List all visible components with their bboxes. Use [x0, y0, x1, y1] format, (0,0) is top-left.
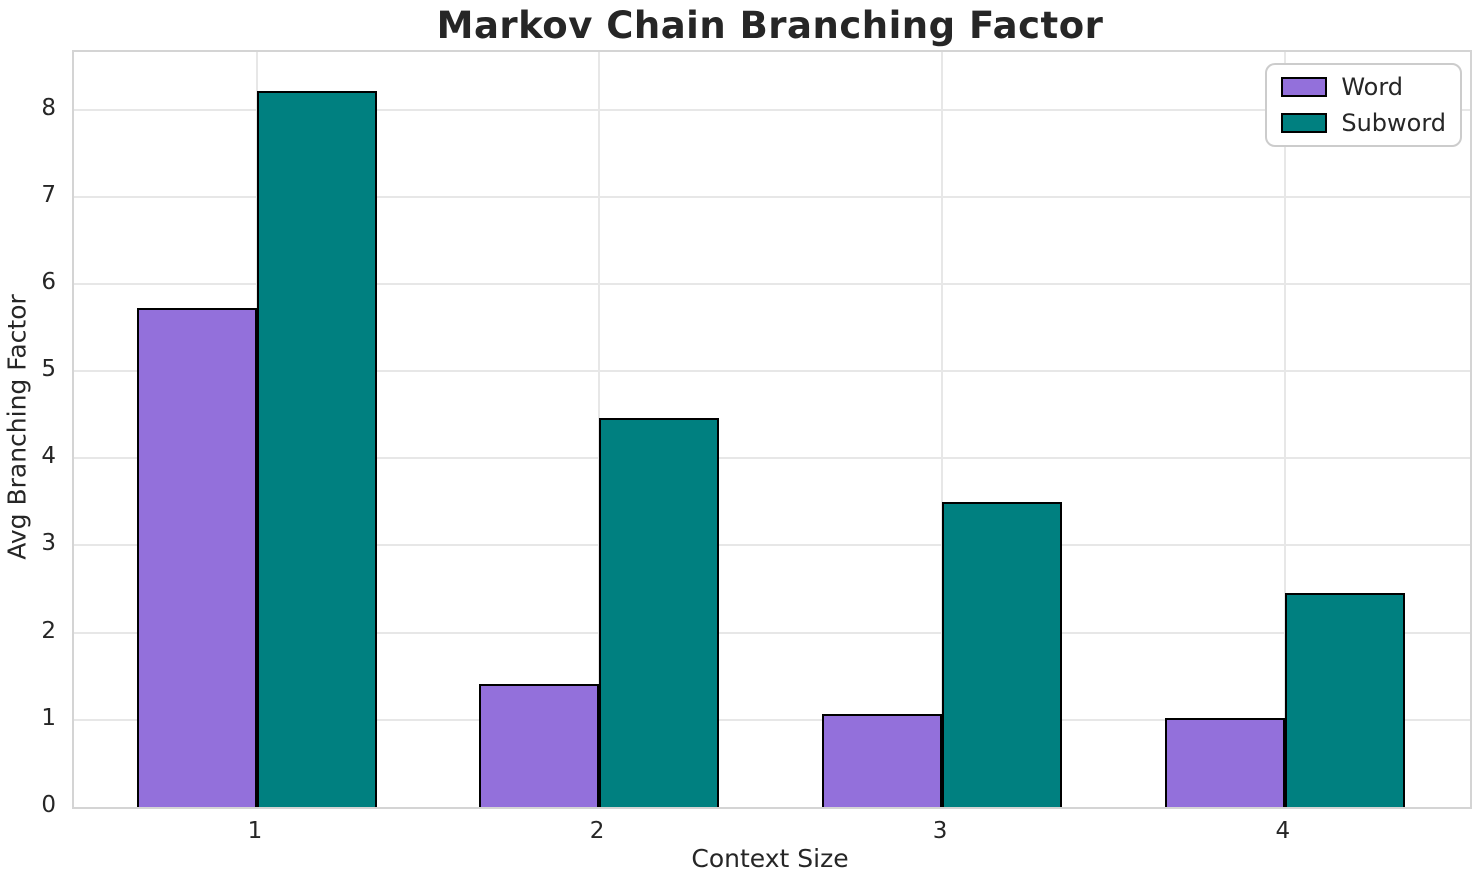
h-gridline-7: [74, 195, 1470, 198]
bar-subword-2: [599, 418, 720, 807]
x-tick-label-3: 3: [932, 818, 948, 844]
y-axis-label: Avg Branching Factor: [2, 294, 32, 560]
bar-subword-4: [1284, 593, 1405, 807]
legend-swatch-word-icon: [1281, 77, 1328, 97]
legend-item-word: Word: [1281, 73, 1446, 101]
legend: Word Subword: [1265, 63, 1462, 147]
bar-word-3: [822, 713, 943, 807]
h-gridline-1: [74, 718, 1470, 721]
x-tick-label-4: 4: [1275, 818, 1291, 844]
x-tick-label-1: 1: [247, 818, 263, 844]
h-gridline-8: [74, 108, 1470, 111]
h-gridline-4: [74, 457, 1470, 460]
v-gridline-4: [1283, 52, 1286, 807]
y-tick-label-4: 4: [41, 443, 56, 470]
x-tick-label-2: 2: [589, 818, 605, 844]
legend-swatch-subword-icon: [1281, 113, 1328, 133]
legend-item-subword: Subword: [1281, 109, 1446, 137]
bar-subword-1: [257, 91, 377, 807]
y-tick-label-8: 8: [41, 94, 56, 121]
h-gridline-2: [74, 631, 1470, 634]
h-gridline-6: [74, 282, 1470, 285]
legend-label-subword: Subword: [1341, 109, 1446, 137]
y-tick-label-3: 3: [41, 530, 56, 557]
y-tick-label-5: 5: [41, 356, 56, 383]
plot-area: Word Subword: [72, 50, 1472, 809]
bar-word-4: [1164, 718, 1285, 807]
h-gridline-3: [74, 544, 1470, 547]
h-gridline-5: [74, 370, 1470, 373]
y-tick-label-0: 0: [41, 792, 56, 818]
v-gridline-3: [941, 52, 944, 807]
y-tick-label-1: 1: [41, 704, 56, 731]
bar-subword-3: [942, 501, 1063, 807]
bar-word-2: [479, 684, 600, 807]
legend-label-word: Word: [1341, 73, 1404, 101]
y-tick-label-2: 2: [41, 617, 56, 644]
x-axis-label: Context Size: [691, 844, 849, 873]
bar-word-1: [137, 308, 257, 807]
y-tick-label-7: 7: [41, 181, 56, 208]
chart-title: Markov Chain Branching Factor: [436, 4, 1104, 47]
y-tick-label-6: 6: [41, 268, 56, 295]
